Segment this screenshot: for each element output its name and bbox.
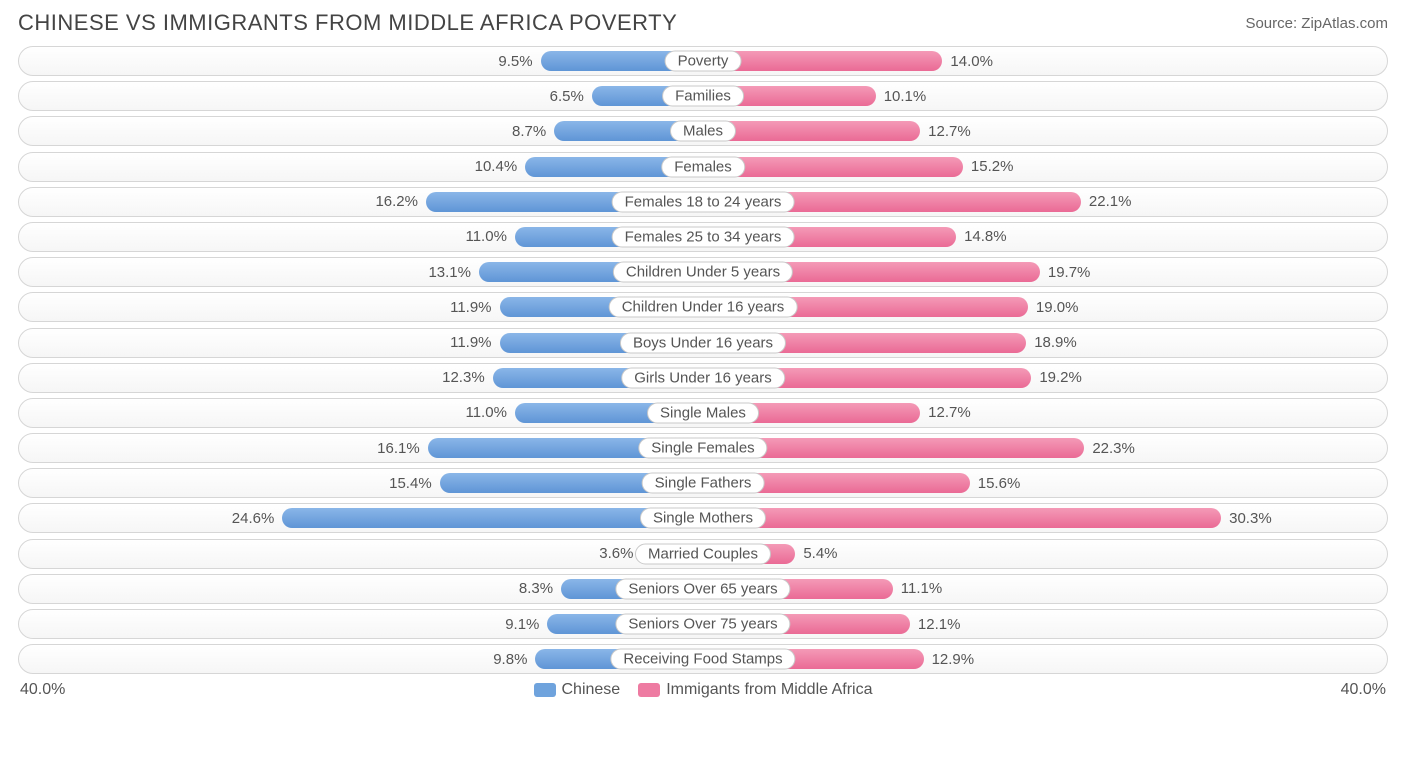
category-label: Females 25 to 34 years xyxy=(612,226,795,247)
chart-row: 11.9% 18.9% Boys Under 16 years xyxy=(18,328,1388,358)
category-label: Boys Under 16 years xyxy=(620,332,786,353)
value-right: 15.6% xyxy=(978,469,1021,497)
axis-max-left: 40.0% xyxy=(20,681,65,699)
category-label: Girls Under 16 years xyxy=(621,367,785,388)
value-right: 30.3% xyxy=(1229,504,1272,532)
value-left: 9.1% xyxy=(505,610,539,638)
chart-row: 10.4% 15.2% Females xyxy=(18,152,1388,182)
category-label: Families xyxy=(662,86,744,107)
value-left: 11.0% xyxy=(465,223,506,251)
category-label: Children Under 16 years xyxy=(609,297,798,318)
chart-row: 16.1% 22.3% Single Females xyxy=(18,433,1388,463)
value-left: 13.1% xyxy=(428,258,471,286)
chart-row: 12.3% 19.2% Girls Under 16 years xyxy=(18,363,1388,393)
value-left: 11.9% xyxy=(450,329,491,357)
chart-row: 3.6% 5.4% Married Couples xyxy=(18,539,1388,569)
value-right: 22.1% xyxy=(1089,188,1132,216)
category-label: Single Fathers xyxy=(642,473,765,494)
chart-row: 8.3% 11.1% Seniors Over 65 years xyxy=(18,574,1388,604)
chart-row: 8.7% 12.7% Males xyxy=(18,116,1388,146)
value-right: 14.0% xyxy=(950,47,993,75)
chart-row: 11.0% 12.7% Single Males xyxy=(18,398,1388,428)
chart-row: 16.2% 22.1% Females 18 to 24 years xyxy=(18,187,1388,217)
category-label: Married Couples xyxy=(635,543,771,564)
value-right: 11.1% xyxy=(901,575,942,603)
value-left: 3.6% xyxy=(599,540,633,568)
value-left: 8.3% xyxy=(519,575,553,603)
chart-row: 9.8% 12.9% Receiving Food Stamps xyxy=(18,644,1388,674)
category-label: Seniors Over 75 years xyxy=(615,614,790,635)
value-right: 18.9% xyxy=(1034,329,1077,357)
value-right: 15.2% xyxy=(971,153,1014,181)
chart-row: 11.9% 19.0% Children Under 16 years xyxy=(18,292,1388,322)
chart-row: 6.5% 10.1% Families xyxy=(18,81,1388,111)
value-left: 16.1% xyxy=(377,434,420,462)
value-right: 12.1% xyxy=(918,610,961,638)
value-right: 12.9% xyxy=(932,645,975,673)
category-label: Children Under 5 years xyxy=(613,262,793,283)
category-label: Poverty xyxy=(665,51,742,72)
axis-max-right: 40.0% xyxy=(1341,681,1386,699)
chart-row: 13.1% 19.7% Children Under 5 years xyxy=(18,257,1388,287)
value-left: 16.2% xyxy=(375,188,418,216)
value-left: 11.9% xyxy=(450,293,491,321)
value-left: 11.0% xyxy=(465,399,506,427)
value-right: 12.7% xyxy=(928,399,971,427)
legend-swatch-right xyxy=(638,683,660,697)
category-label: Single Males xyxy=(647,402,759,423)
legend-item-right: Immigants from Middle Africa xyxy=(638,681,872,699)
value-left: 10.4% xyxy=(475,153,518,181)
chart-row: 9.1% 12.1% Seniors Over 75 years xyxy=(18,609,1388,639)
chart-row: 15.4% 15.6% Single Fathers xyxy=(18,468,1388,498)
value-left: 9.5% xyxy=(498,47,532,75)
category-label: Females xyxy=(661,156,745,177)
value-right: 19.2% xyxy=(1039,364,1082,392)
value-right: 5.4% xyxy=(803,540,837,568)
legend: Chinese Immigants from Middle Africa xyxy=(534,681,873,699)
legend-swatch-left xyxy=(534,683,556,697)
category-label: Seniors Over 65 years xyxy=(615,578,790,599)
value-left: 15.4% xyxy=(389,469,432,497)
chart-title: CHINESE VS IMMIGRANTS FROM MIDDLE AFRICA… xyxy=(18,10,677,36)
value-right: 10.1% xyxy=(884,82,927,110)
chart-row: 24.6% 30.3% Single Mothers xyxy=(18,503,1388,533)
chart-header: CHINESE VS IMMIGRANTS FROM MIDDLE AFRICA… xyxy=(0,0,1406,42)
value-left: 8.7% xyxy=(512,117,546,145)
category-label: Single Females xyxy=(638,438,767,459)
value-left: 9.8% xyxy=(493,645,527,673)
value-right: 19.0% xyxy=(1036,293,1079,321)
value-right: 14.8% xyxy=(964,223,1007,251)
value-left: 12.3% xyxy=(442,364,485,392)
value-right: 12.7% xyxy=(928,117,971,145)
diverging-bar-chart: 9.5% 14.0% Poverty 6.5% 10.1% Families 8… xyxy=(0,42,1406,674)
chart-row: 11.0% 14.8% Females 25 to 34 years xyxy=(18,222,1388,252)
chart-footer: 40.0% Chinese Immigants from Middle Afri… xyxy=(0,679,1406,699)
category-label: Females 18 to 24 years xyxy=(612,191,795,212)
value-left: 24.6% xyxy=(232,504,275,532)
bar-right xyxy=(703,508,1221,528)
chart-row: 9.5% 14.0% Poverty xyxy=(18,46,1388,76)
value-left: 6.5% xyxy=(550,82,584,110)
category-label: Males xyxy=(670,121,736,142)
category-label: Single Mothers xyxy=(640,508,766,529)
value-right: 19.7% xyxy=(1048,258,1091,286)
legend-label-right: Immigants from Middle Africa xyxy=(666,681,872,699)
legend-item-left: Chinese xyxy=(534,681,621,699)
legend-label-left: Chinese xyxy=(562,681,621,699)
chart-source: Source: ZipAtlas.com xyxy=(1245,15,1388,32)
category-label: Receiving Food Stamps xyxy=(610,649,795,670)
value-right: 22.3% xyxy=(1092,434,1135,462)
